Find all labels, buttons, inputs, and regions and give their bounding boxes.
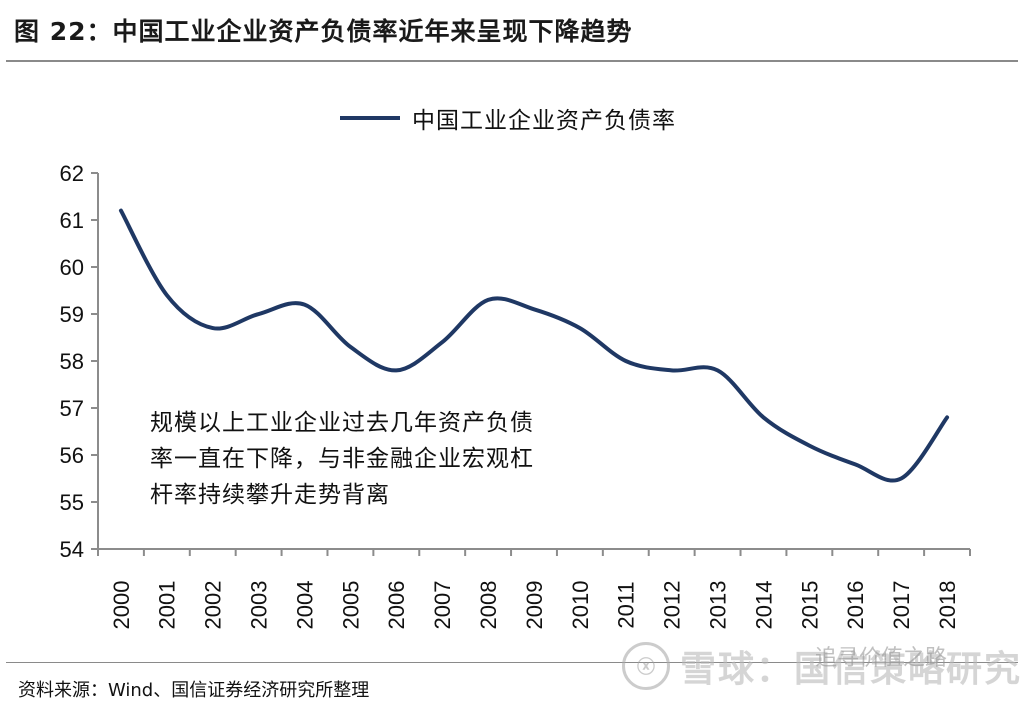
- data-point: [853, 462, 857, 466]
- legend-label: 中国工业企业资产负债率: [412, 108, 676, 134]
- y-tick-label: 57: [60, 396, 84, 421]
- x-tick-label: 2011: [614, 581, 639, 628]
- watermark-text: 雪球：国信策略研究: [680, 649, 1023, 690]
- x-tick-label: 2016: [843, 581, 868, 630]
- footer-divider: [6, 662, 1018, 663]
- data-point: [807, 444, 811, 448]
- title-divider: [6, 60, 1018, 62]
- snowball-logo-icon: ⓧ: [622, 642, 670, 690]
- data-point: [899, 477, 903, 481]
- data-point: [211, 326, 215, 330]
- x-tick-label: 2010: [568, 581, 593, 630]
- x-tick-label: 2012: [660, 581, 685, 630]
- x-tick-label: 2013: [705, 581, 730, 630]
- legend-swatch: [340, 116, 400, 120]
- data-point: [761, 415, 765, 419]
- data-point: [348, 345, 352, 349]
- annotation-line: 规模以上工业企业过去几年资产负债: [150, 410, 534, 436]
- annotation-line: 率一直在下降，与非金融企业宏观杠: [150, 446, 534, 472]
- data-point: [624, 359, 628, 363]
- x-tick-label: 2008: [476, 581, 501, 630]
- x-tick-label: 2009: [522, 581, 547, 630]
- chart-axes: 54 55 56 57 58 59 60 61 62 2000 2001 2002 2003 2004 20…: [60, 161, 971, 630]
- x-tick-label: 2007: [430, 581, 455, 630]
- y-tick-label: 61: [60, 208, 84, 233]
- data-point: [440, 340, 444, 344]
- x-tick-label: 2017: [889, 581, 914, 630]
- data-point: [532, 307, 536, 311]
- x-tick-label: 2002: [201, 581, 226, 630]
- y-tick-label: 59: [60, 302, 84, 327]
- data-point: [119, 209, 123, 213]
- data-point: [716, 368, 720, 372]
- watermark: ⓧ 雪球：国信策略研究: [622, 640, 1022, 692]
- y-tick-label: 55: [60, 490, 84, 515]
- chart-series: [118, 208, 950, 483]
- data-point: [303, 303, 307, 307]
- watermark-subtext: 追寻价值之路: [815, 646, 948, 671]
- data-point: [257, 312, 261, 316]
- y-tick-label: 56: [60, 443, 84, 468]
- annotation-line: 杆率持续攀升走势背离: [150, 482, 390, 508]
- y-tick-label: 62: [60, 161, 84, 186]
- data-point: [165, 293, 169, 297]
- data-point: [670, 368, 674, 372]
- y-tick-label: 58: [60, 349, 84, 374]
- data-point: [945, 415, 949, 419]
- x-tick-label: 2014: [751, 581, 776, 630]
- x-tick-label: 2001: [155, 581, 180, 630]
- chart-annotation: 规模以上工业企业过去几年资产负债 率一直在下降，与非金融企业宏观杠 杆率持续攀升…: [150, 405, 570, 513]
- data-point: [486, 298, 490, 302]
- x-tick-label: 2000: [109, 581, 134, 630]
- x-tick-label: 2018: [935, 581, 960, 630]
- series-line: [118, 208, 950, 483]
- x-tick-label: 2004: [292, 581, 317, 630]
- y-tick-label: 60: [60, 255, 84, 280]
- chart-legend: 中国工业企业资产负债率: [340, 100, 676, 136]
- x-tick-label: 2015: [797, 581, 822, 630]
- data-point: [578, 326, 582, 330]
- source-note: 资料来源：Wind、国信证券经济研究所整理: [18, 680, 370, 701]
- x-tick-label: 2003: [247, 581, 272, 630]
- x-tick-label: 2005: [338, 581, 363, 630]
- figure-title: 图 22：中国工业企业资产负债率近年来呈现下降趋势: [14, 17, 633, 46]
- data-point: [394, 368, 398, 372]
- x-tick-label: 2006: [384, 581, 409, 630]
- figure-header: 图 22：中国工业企业资产负债率近年来呈现下降趋势: [0, 0, 1024, 62]
- y-tick-label: 54: [60, 537, 84, 562]
